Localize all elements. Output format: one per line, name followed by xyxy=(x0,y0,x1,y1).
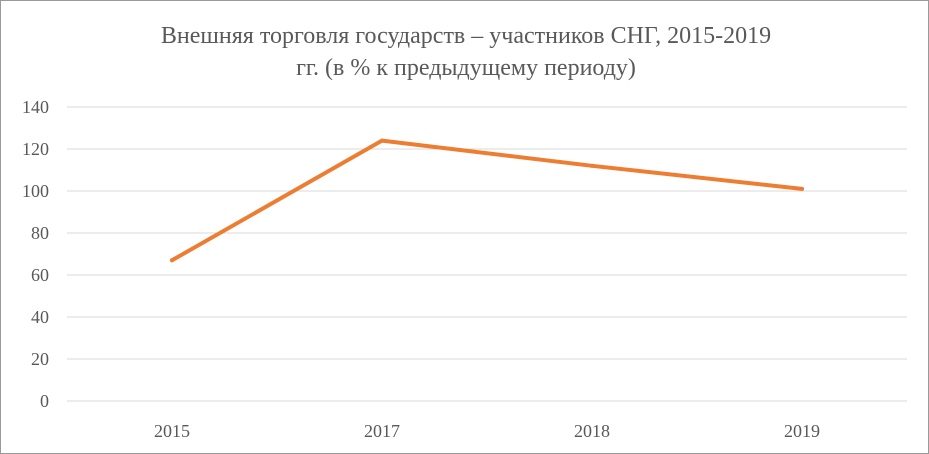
x-tick-label-2017: 2017 xyxy=(364,421,400,441)
y-tick-label-0: 0 xyxy=(40,391,49,411)
y-tick-label-60: 60 xyxy=(31,265,49,285)
chart-title-line-2: гг. (в % к предыдущему периоду) xyxy=(296,55,636,81)
y-tick-label-20: 20 xyxy=(31,349,49,369)
x-tick-label-2015: 2015 xyxy=(154,421,190,441)
chart-title-line-1: Внешняя торговля государств – участников… xyxy=(161,23,771,49)
series-line-0 xyxy=(170,138,804,263)
y-tick-label-140: 140 xyxy=(22,97,49,117)
data-point-2018 xyxy=(590,163,594,168)
series-layer xyxy=(170,138,804,263)
data-point-2019 xyxy=(800,186,804,191)
y-tick-label-80: 80 xyxy=(31,223,49,243)
gridlines xyxy=(67,106,907,402)
y-tick-label-100: 100 xyxy=(22,181,49,201)
x-axis-tick-labels: 2015 2017 2018 2019 xyxy=(154,421,820,441)
x-tick-label-2019: 2019 xyxy=(784,421,820,441)
y-tick-label-40: 40 xyxy=(31,307,49,327)
y-axis-tick-labels: 0 20 40 60 80 100 120 140 xyxy=(22,97,49,411)
data-point-2017 xyxy=(380,138,384,143)
data-point-2015 xyxy=(170,258,174,263)
y-tick-label-120: 120 xyxy=(22,139,49,159)
x-tick-label-2018: 2018 xyxy=(574,421,610,441)
